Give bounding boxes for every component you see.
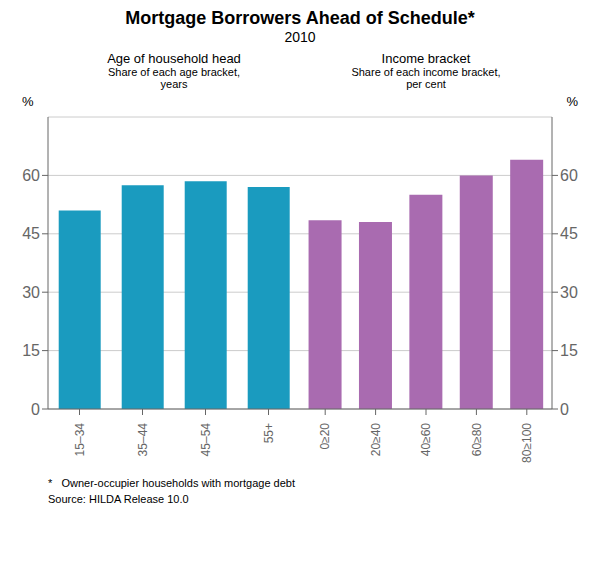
svg-text:60≥80: 60≥80 bbox=[470, 423, 484, 457]
html-text:Income bracket: Income bracket bbox=[381, 51, 471, 66]
svg-text:80≥100: 80≥100 bbox=[520, 423, 534, 463]
svg-text:30: 30 bbox=[22, 284, 40, 301]
svg-text:60: 60 bbox=[22, 167, 40, 184]
svg-text:0≥20: 0≥20 bbox=[318, 423, 332, 450]
svg-text:45: 45 bbox=[22, 225, 40, 242]
html-text:Mortgage Borrowers Ahead of Sc: Mortgage Borrowers Ahead of Schedule* bbox=[125, 8, 475, 28]
svg-text:15: 15 bbox=[560, 342, 578, 359]
html-text:2010: 2010 bbox=[284, 29, 316, 45]
svg-text:30: 30 bbox=[560, 284, 578, 301]
html-text:Source: HILDA Release 10.0: Source: HILDA Release 10.0 bbox=[48, 493, 189, 505]
svg-text:40≥60: 40≥60 bbox=[419, 423, 433, 457]
svg-text:45–54: 45–54 bbox=[199, 423, 213, 457]
svg-text:35–44: 35–44 bbox=[136, 423, 150, 457]
html-text:per cent: per cent bbox=[406, 78, 446, 90]
svg-text:0: 0 bbox=[31, 401, 40, 418]
svg-text:60: 60 bbox=[560, 167, 578, 184]
html-text:Age of household head: Age of household head bbox=[107, 51, 241, 66]
svg-text:45: 45 bbox=[560, 225, 578, 242]
svg-text:0: 0 bbox=[560, 401, 569, 418]
html-text:* Owner-occupier households wi: * Owner-occupier households with mortgag… bbox=[48, 477, 295, 489]
html-text:Share of each income bracket,: Share of each income bracket, bbox=[351, 66, 501, 78]
svg-text:15: 15 bbox=[22, 342, 40, 359]
svg-text:20≥40: 20≥40 bbox=[369, 423, 383, 457]
html-text:Share of each age bracket,: Share of each age bracket, bbox=[108, 66, 240, 78]
svg-text:55+: 55+ bbox=[262, 423, 276, 443]
html-text:years: years bbox=[160, 78, 188, 90]
svg-text:15–34: 15–34 bbox=[73, 423, 87, 457]
